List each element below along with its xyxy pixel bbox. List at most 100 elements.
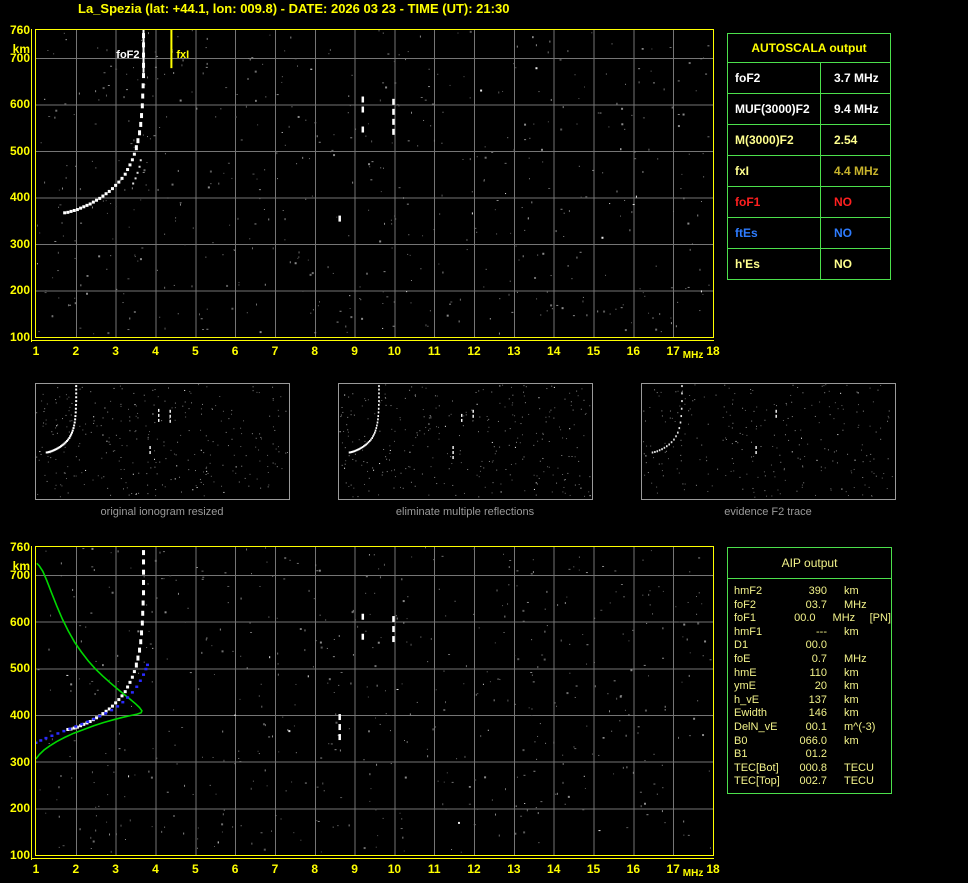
noise-dot [44,408,46,410]
f2-trace-point [120,694,124,698]
noise-dot [600,609,603,611]
noise-dot [478,390,480,392]
noise-dot [48,116,51,118]
noise-dot [829,414,831,416]
noise-dot [200,449,202,451]
noise-dot [548,466,550,468]
noise-dot [753,455,755,457]
noise-dot [372,647,374,649]
noise-dot [536,758,538,760]
noise-dot [340,671,343,673]
noise-dot [494,453,496,455]
noise-dot [398,54,400,56]
noise-dot [807,443,809,445]
noise-dot [594,685,596,688]
noise-dot [428,429,430,431]
noise-dot [117,681,119,683]
noise-dot [492,482,494,484]
noise-dot [566,692,569,695]
noise-dot [643,410,645,412]
noise-dot [181,64,183,67]
noise-dot [337,734,339,736]
noise-dot [390,405,392,407]
noise-dot [662,627,664,630]
noise-dot [847,453,849,455]
noise-dot [539,408,541,410]
noise-dot [782,419,784,421]
noise-dot [98,805,100,807]
noise-dot [471,191,473,193]
noise-dot [116,288,118,290]
noise-dot [428,68,430,70]
noise-dot [228,418,230,420]
noise-dot [221,485,223,487]
noise-dot [205,47,207,49]
noise-dot [68,396,70,398]
noise-dot [582,296,584,298]
noise-dot [222,813,224,816]
noise-dot [209,784,211,786]
noise-dot [344,394,346,396]
noise-dot [138,672,140,674]
noise-dot [218,182,220,185]
restored-trace-point [130,691,134,694]
noise-dot [554,702,556,704]
noise-dot [861,444,863,446]
noise-dot [508,584,510,586]
noise-dot [146,647,148,649]
noise-dot [472,420,474,422]
noise-dot [833,418,835,420]
noise-dot [200,481,202,483]
x-tick-label: 7 [271,344,279,358]
noise-dot [467,469,469,471]
noise-dot [446,314,449,317]
noise-dot [148,630,150,632]
noise-dot [566,596,568,598]
noise-dot [383,563,385,566]
x-axis-line [31,340,714,341]
parameter-unit: m^(-3) [844,720,876,733]
noise-dot [93,782,95,784]
noise-dot [340,416,342,418]
noise-dot [463,683,465,685]
noise-dot [797,457,799,459]
noise-dot [262,63,264,65]
noise-dot [442,271,444,274]
noise-dot [551,385,553,387]
noise-dot [41,400,43,402]
x-tick-label: 1 [32,862,40,876]
noise-dot [585,412,587,414]
noise-dot [409,389,411,391]
echo-dash [461,413,463,417]
noise-dot [96,425,98,427]
noise-dot [599,112,602,114]
noise-dot [773,403,775,405]
noise-dot [516,585,518,587]
noise-dot [66,398,68,400]
noise-dot [574,456,576,458]
noise-dot [251,573,253,575]
noise-dot [546,310,548,312]
noise-dot [421,386,423,388]
noise-dot [496,200,499,202]
noise-dot [174,744,176,746]
noise-dot [553,386,555,388]
parameter-value: --- [816,625,827,638]
noise-dot [315,640,317,642]
noise-dot [74,297,76,299]
noise-dot [533,770,536,772]
noise-dot [510,386,512,388]
noise-dot [842,408,844,410]
noise-dot [483,179,485,181]
x-tick-label: 12 [467,862,481,876]
noise-dot [336,216,338,218]
noise-dot [115,68,118,70]
noise-dot [871,471,873,473]
f2-trace-point [681,392,683,395]
noise-dot [742,488,744,490]
noise-dot [151,681,153,683]
noise-dot [644,474,646,476]
x-tick-label: 2 [72,344,80,358]
noise-dot [61,418,63,420]
noise-dot [697,700,699,702]
